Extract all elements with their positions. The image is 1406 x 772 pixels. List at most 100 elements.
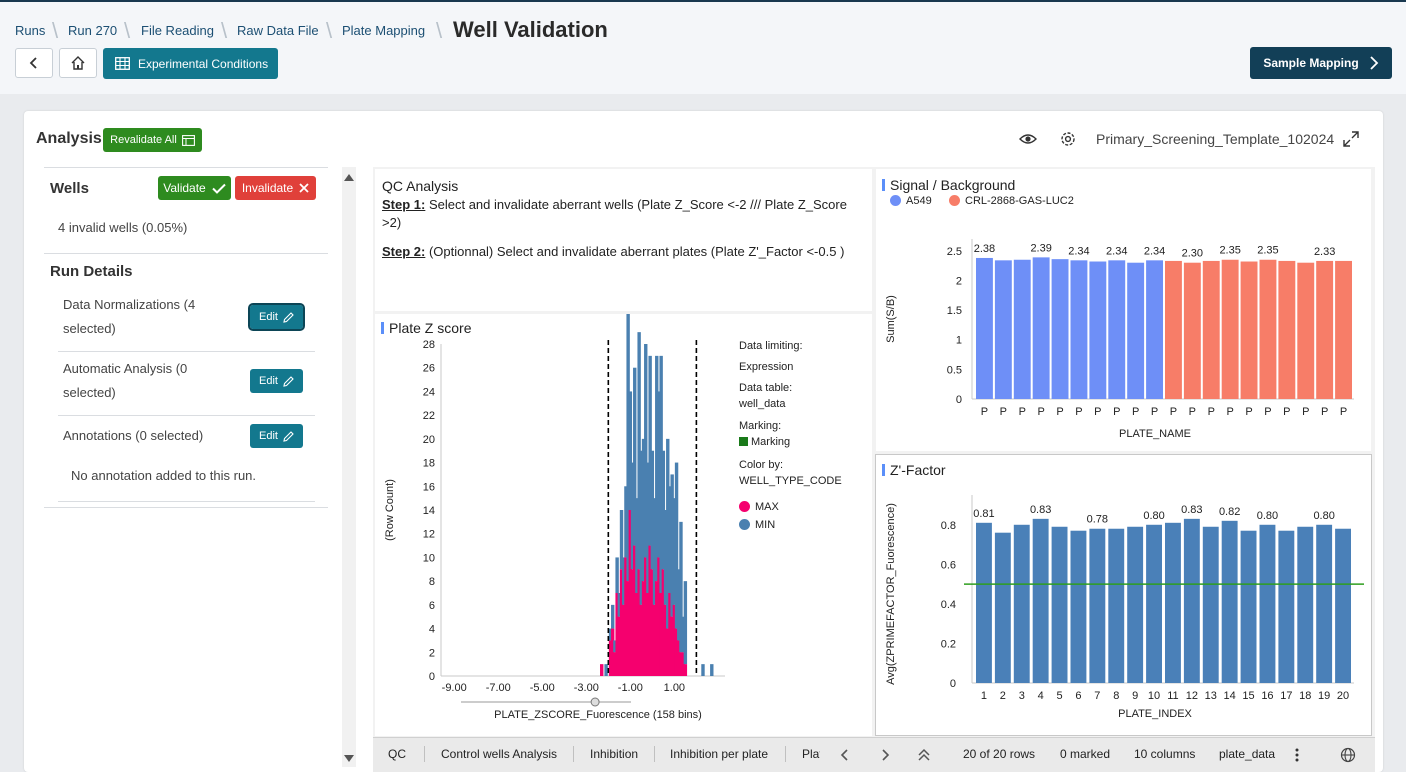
legend-crl[interactable]: CRL-2868-GAS-LUC2 — [949, 195, 1074, 207]
tab-plate-truncated[interactable]: Plat — [802, 747, 823, 761]
edit-automatic-analysis-button[interactable]: Edit — [250, 369, 303, 393]
histogram-bar-max — [644, 557, 648, 676]
edit-normalizations-button[interactable]: Edit — [248, 303, 305, 331]
histogram-bar-max — [677, 640, 681, 676]
step-1-label: Step 1: — [382, 197, 426, 212]
x-tick-label: P — [1170, 406, 1177, 418]
x-tick-label: P — [1113, 406, 1120, 418]
histogram-bar-min — [639, 450, 644, 605]
globe-icon[interactable] — [1340, 747, 1356, 763]
histogram-bar-max — [663, 604, 668, 676]
legend-min[interactable]: MIN — [739, 519, 775, 531]
histogram-bar-max — [674, 628, 679, 676]
marking-swatch — [739, 437, 748, 446]
x-tick-label: -7.00 — [486, 682, 511, 694]
chevron-right-icon[interactable] — [880, 749, 890, 761]
page-title: Well Validation — [453, 17, 608, 42]
bar — [1127, 262, 1145, 399]
bar — [1221, 259, 1239, 399]
tab-control-wells-analysis[interactable]: Control wells Analysis — [441, 747, 558, 761]
tab-inhibition-per-plate[interactable]: Inhibition per plate — [670, 747, 769, 761]
data-label: 0.80 — [1143, 510, 1164, 522]
table-check-icon — [181, 134, 195, 146]
left-panel-scrollbar[interactable] — [342, 167, 356, 767]
y-tick-label: 0 — [429, 671, 435, 683]
edit-annotations-button[interactable]: Edit — [250, 424, 303, 448]
x-tick-label: P — [1226, 406, 1233, 418]
back-button[interactable] — [15, 48, 53, 78]
x-tick-label: P — [1302, 406, 1309, 418]
signal-background-chart[interactable]: 00.511.522.5 2.38P P P2.39P P2.34P P2.34P P2.3… — [876, 169, 1371, 451]
tab-separator — [654, 746, 655, 762]
tab-inhibition[interactable]: Inhibition — [590, 747, 639, 761]
min-swatch — [739, 519, 750, 530]
expand-icon[interactable] — [1342, 130, 1360, 148]
step-1-text: Select and invalidate aberrant wells (Pl… — [382, 197, 847, 230]
histogram-bar-min — [648, 355, 652, 546]
breadcrumb-runs[interactable]: Runs — [15, 23, 46, 38]
y-tick-label: 2 — [956, 275, 962, 287]
breadcrumb-file-reading[interactable]: File Reading — [141, 23, 214, 38]
gear-icon[interactable] — [1059, 130, 1077, 148]
histogram-bar-min — [608, 628, 613, 641]
histogram-bar-max — [617, 616, 622, 676]
revalidate-all-button[interactable]: Revalidate All — [103, 128, 202, 152]
signal-background-title: Signal / Background — [882, 177, 1015, 193]
invalidate-button[interactable]: Invalidate — [235, 176, 316, 200]
histogram-bar-max — [622, 604, 626, 676]
histogram-bar-min — [604, 664, 608, 676]
data-label: 2.39 — [1030, 242, 1051, 254]
divider — [58, 501, 315, 502]
experimental-conditions-button[interactable]: Experimental Conditions — [103, 48, 278, 79]
legend-a549[interactable]: A549 — [890, 195, 932, 207]
more-vertical-icon[interactable] — [1295, 748, 1299, 762]
double-chevron-up-icon[interactable] — [918, 748, 930, 762]
histogram-bar-min — [617, 593, 622, 617]
analysis-title: Analysis — [36, 130, 102, 147]
x-tick-label: P — [1000, 406, 1007, 418]
bar — [976, 522, 992, 683]
y-tick-label: 16 — [423, 481, 435, 493]
sample-mapping-label: Sample Mapping — [1263, 56, 1359, 70]
z-factor-chart[interactable]: 00.20.40.60.80.811 2 30.834 5 60.787 8 90.8010… — [876, 455, 1371, 735]
legend-crl-label: CRL-2868-GAS-LUC2 — [965, 195, 1074, 207]
histogram-bar-min — [624, 486, 628, 558]
bar — [1165, 260, 1182, 399]
validate-button[interactable]: Validate — [158, 176, 231, 200]
tab-qc[interactable]: QC — [388, 747, 406, 761]
data-normalizations-label: Data Normalizations (4 selected) — [63, 297, 196, 336]
histogram-bar-max — [650, 569, 655, 676]
x-tick-label: 1 — [981, 690, 987, 702]
x-tick-label: P — [1094, 406, 1101, 418]
data-label: 0.81 — [973, 508, 994, 520]
histogram-bar-min — [630, 462, 635, 570]
invalid-wells-summary: 4 invalid wells (0.05%) — [58, 220, 188, 235]
home-button[interactable] — [59, 48, 97, 78]
histogram-bar-min — [641, 438, 646, 582]
revalidate-label: Revalidate All — [110, 134, 177, 146]
eye-icon[interactable] — [1019, 130, 1037, 148]
histogram-bar-min — [677, 569, 681, 641]
bar — [1013, 259, 1031, 399]
y-tick-label: 24 — [423, 386, 435, 398]
histogram-bar-max — [670, 616, 674, 676]
histogram-bar-max — [661, 569, 666, 676]
data-table-status[interactable]: plate_data — [1219, 747, 1276, 761]
breadcrumb-separator: \ — [124, 18, 131, 43]
chevron-left-icon[interactable] — [840, 749, 850, 761]
sample-mapping-button[interactable]: Sample Mapping — [1250, 47, 1392, 79]
z-factor-title: Z'-Factor — [882, 462, 946, 478]
histogram-bar-max — [666, 628, 670, 676]
color-by-value: WELL_TYPE_CODE — [739, 475, 842, 487]
breadcrumb-run[interactable]: Run 270 — [68, 23, 118, 38]
breadcrumb-plate-mapping[interactable]: Plate Mapping — [342, 23, 426, 38]
qc-step-1: Step 1: Select and invalidate aberrant w… — [382, 196, 862, 232]
breadcrumb-raw-data-file[interactable]: Raw Data File — [237, 23, 319, 38]
page-header: Runs \ Run 270 \ File Reading \ Raw Data… — [0, 0, 1406, 94]
x-tick-label: P — [1056, 406, 1063, 418]
x-axis-label: PLATE_INDEX — [1118, 708, 1192, 720]
signal-background-panel: Signal / Background A549 CRL-2868-GAS-LU… — [876, 169, 1371, 451]
legend-max[interactable]: MAX — [739, 501, 779, 513]
histogram-bar-max — [641, 581, 646, 676]
